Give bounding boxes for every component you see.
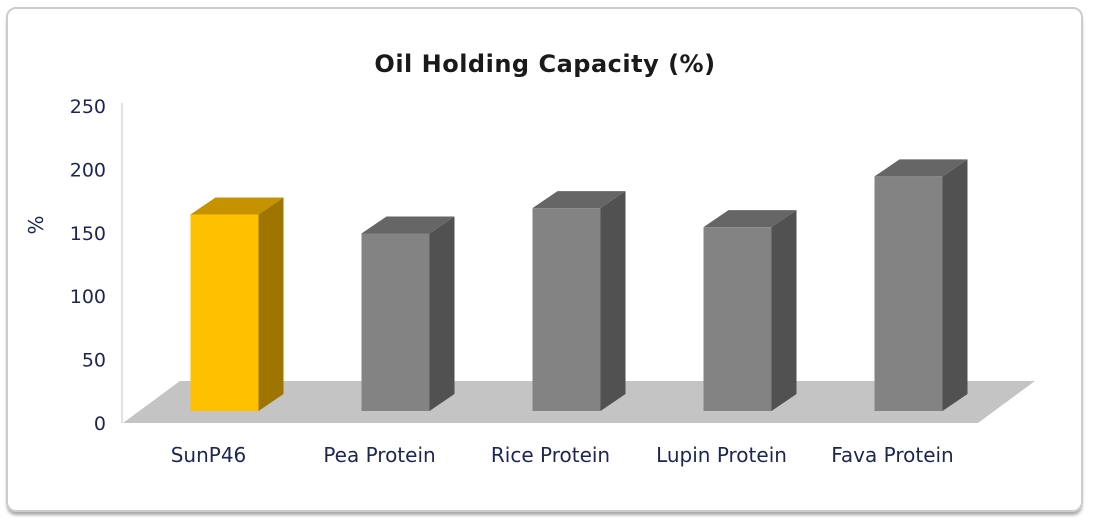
bar-sunp46	[190, 197, 284, 411]
bar-side-face	[600, 191, 626, 411]
y-axis-title: %	[24, 215, 48, 234]
y-tick-label-50: 50	[82, 350, 106, 372]
bar-side-face	[429, 216, 455, 411]
x-category-label-sunp46: SunP46	[171, 443, 247, 467]
bar-front-face	[361, 233, 430, 411]
y-tick-label-150: 150	[70, 223, 106, 245]
y-tick-label-0: 0	[94, 413, 106, 435]
x-category-label-lupin-protein: Lupin Protein	[656, 443, 787, 467]
bar-side-face	[942, 159, 968, 411]
bar-top-face	[361, 216, 455, 234]
y-tick-label-250: 250	[70, 96, 106, 118]
bar-top-face	[532, 191, 626, 209]
bar-lupin-protein	[703, 210, 797, 411]
x-category-label-rice-protein: Rice Protein	[491, 443, 610, 467]
bar-top-face	[190, 197, 284, 215]
x-category-label-pea-protein: Pea Protein	[323, 443, 435, 467]
bar-pea-protein	[361, 216, 455, 411]
bar-front-face	[874, 176, 943, 411]
bar-side-face	[258, 197, 284, 411]
bar-top-face	[703, 210, 797, 228]
y-tick-label-200: 200	[70, 159, 106, 181]
bar-top-face	[874, 159, 968, 177]
bar-rice-protein	[532, 191, 626, 411]
bar-fava-protein	[874, 159, 968, 411]
bar-front-face	[532, 208, 601, 411]
x-category-label-fava-protein: Fava Protein	[831, 443, 953, 467]
chart-title: Oil Holding Capacity (%)	[374, 50, 715, 78]
bar-front-face	[703, 227, 772, 411]
bar-front-face	[190, 214, 259, 411]
y-tick-label-100: 100	[70, 286, 106, 308]
bar-side-face	[771, 210, 797, 411]
